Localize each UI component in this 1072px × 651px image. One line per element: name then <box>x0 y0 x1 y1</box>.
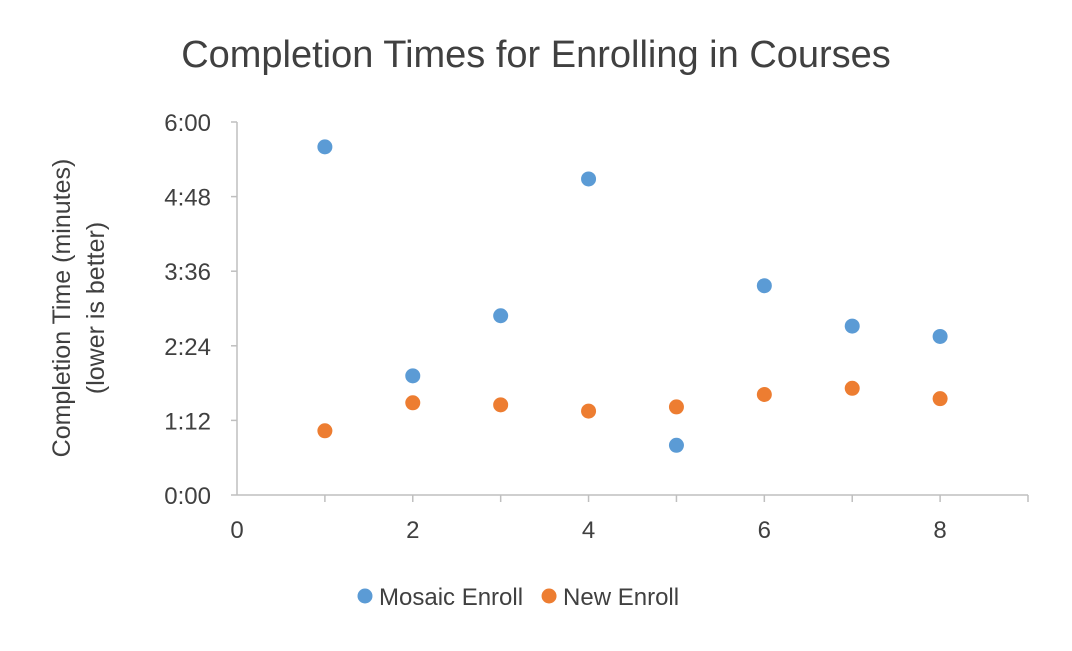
data-point <box>756 386 772 402</box>
y-tick-label: 0:00 <box>164 483 211 510</box>
legend-label: Mosaic Enroll <box>379 584 523 611</box>
x-tick-label: 0 <box>230 517 243 544</box>
y-tick-label: 4:48 <box>164 185 211 212</box>
x-tick-label: 6 <box>758 517 771 544</box>
data-point <box>756 278 772 294</box>
y-axis-title-line-2: (lower is better) <box>82 222 110 394</box>
series-mosaic-enroll <box>317 139 948 453</box>
data-point <box>668 399 684 415</box>
data-point <box>932 391 948 407</box>
legend: Mosaic Enroll New Enroll <box>357 584 679 611</box>
data-point <box>932 328 948 344</box>
data-point <box>317 423 333 439</box>
data-point <box>493 397 509 413</box>
y-axis-title: Completion Time (minutes) (lower is bett… <box>48 159 110 458</box>
axes: 0:00 1:12 2:24 3:36 4:48 6:00 0 2 4 6 8 <box>164 110 1029 544</box>
y-tick-label: 1:12 <box>164 408 211 435</box>
data-point <box>405 368 421 384</box>
legend-label: New Enroll <box>563 584 679 611</box>
y-tick-label: 3:36 <box>164 259 211 286</box>
legend-marker <box>357 588 373 604</box>
x-tick-label: 4 <box>582 517 595 544</box>
data-point <box>844 380 860 396</box>
data-point <box>405 395 421 411</box>
data-point <box>493 308 509 324</box>
y-tick-label: 2:24 <box>164 334 211 361</box>
series-new-enroll <box>317 380 948 439</box>
chart-title: Completion Times for Enrolling in Course… <box>181 34 891 76</box>
x-tick-label: 8 <box>933 517 946 544</box>
data-point <box>668 437 684 453</box>
y-axis-title-line-1: Completion Time (minutes) <box>48 159 76 458</box>
legend-item: Mosaic Enroll <box>357 584 523 611</box>
data-point <box>844 318 860 334</box>
data-point <box>581 403 597 419</box>
data-points <box>317 139 948 453</box>
data-point <box>317 139 333 155</box>
data-point <box>581 171 597 187</box>
y-tick-label: 6:00 <box>164 110 211 137</box>
legend-item: New Enroll <box>541 584 679 611</box>
x-tick-label: 2 <box>406 517 419 544</box>
legend-marker <box>541 588 557 604</box>
